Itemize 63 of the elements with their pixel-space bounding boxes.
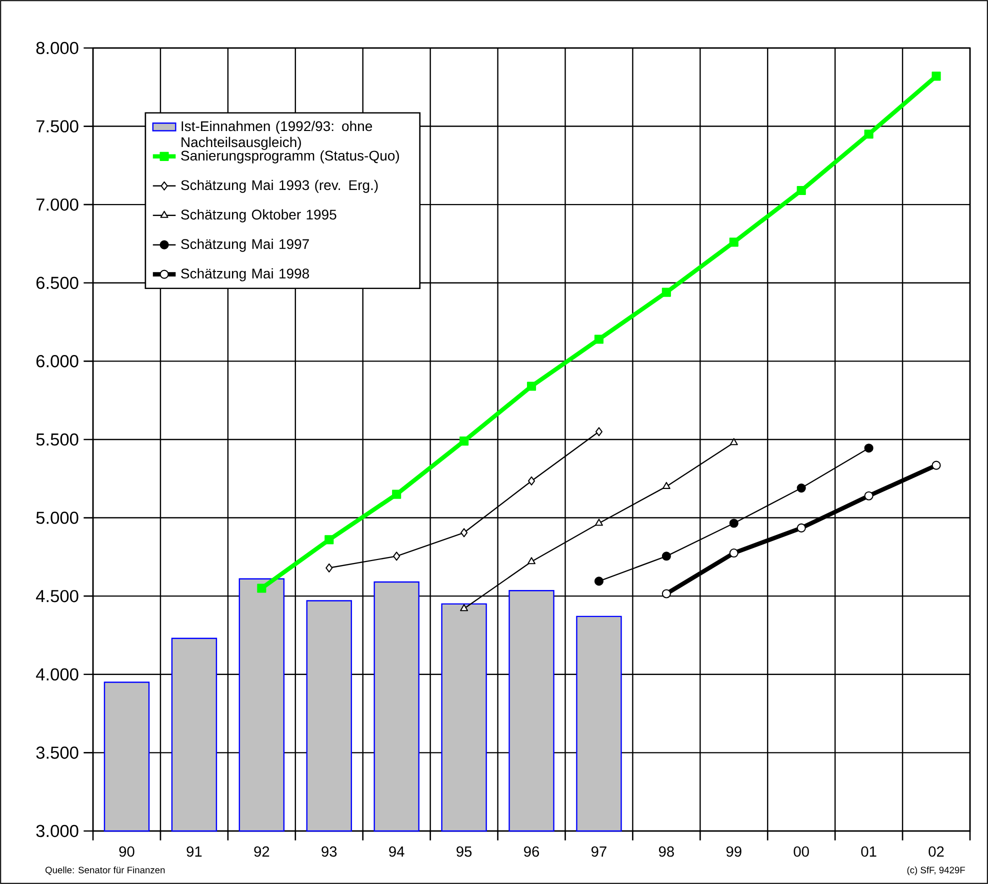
x-tick-label: 93 bbox=[322, 846, 337, 857]
x-tick-label: 91 bbox=[186, 846, 202, 857]
x-tick-label: 92 bbox=[254, 846, 270, 857]
x-tick-label: 02 bbox=[928, 846, 944, 857]
x-tick-label: 98 bbox=[658, 846, 674, 857]
x-tick-label: 99 bbox=[726, 846, 742, 857]
point bbox=[594, 576, 604, 586]
point bbox=[393, 552, 400, 561]
x-tick-label: 96 bbox=[524, 846, 540, 857]
point bbox=[662, 288, 671, 297]
point bbox=[392, 490, 402, 499]
source-note: Quelle: Senator für Finanzen bbox=[45, 866, 165, 876]
point bbox=[796, 523, 806, 532]
x-tick-label: 00 bbox=[794, 846, 809, 857]
x-tick-label: 97 bbox=[592, 846, 606, 857]
legend-label: Schätzung Oktober 1995 bbox=[181, 209, 336, 222]
x-tick-label: 95 bbox=[456, 846, 472, 857]
point bbox=[864, 491, 874, 500]
x-tick-label: 90 bbox=[119, 846, 134, 857]
point bbox=[796, 483, 806, 493]
point bbox=[326, 563, 333, 572]
y-tick-label: 4.000 bbox=[36, 668, 78, 681]
point bbox=[662, 482, 670, 489]
y-tick-label: 8.000 bbox=[36, 42, 78, 54]
point bbox=[460, 604, 468, 612]
point bbox=[730, 438, 738, 446]
y-tick-label: 7.500 bbox=[36, 120, 78, 132]
y-tick-label: 5.500 bbox=[36, 433, 78, 446]
y-tick-label: 3.500 bbox=[36, 746, 78, 759]
point bbox=[932, 72, 941, 81]
point bbox=[932, 460, 941, 470]
x-tick-label: 01 bbox=[861, 846, 876, 857]
point bbox=[526, 382, 536, 391]
point bbox=[662, 552, 671, 561]
legend-label: Ist-Einnahmen (1992/93: ohne Nachteilsausgleich) bbox=[182, 120, 372, 150]
point bbox=[595, 427, 602, 436]
y-tick-label: 4.500 bbox=[36, 590, 78, 602]
point bbox=[594, 334, 604, 344]
x-tick-label: 94 bbox=[389, 846, 404, 857]
point bbox=[864, 130, 874, 139]
legend-label: Schätzung Mai 1997 bbox=[181, 238, 309, 252]
point bbox=[594, 518, 603, 526]
point bbox=[460, 436, 469, 446]
point bbox=[662, 589, 671, 598]
point bbox=[528, 557, 536, 564]
y-tick-label: 7.000 bbox=[36, 198, 78, 211]
y-tick-label: 6.500 bbox=[36, 276, 78, 290]
y-tick-label: 3.000 bbox=[36, 824, 78, 838]
point bbox=[864, 444, 874, 453]
point bbox=[460, 528, 468, 538]
legend-label: Sanierungsprogramm (Status-Quo) bbox=[181, 150, 399, 164]
text: (c) SfF, 9429F bbox=[907, 866, 965, 876]
point bbox=[257, 584, 266, 593]
point bbox=[729, 518, 738, 528]
point bbox=[729, 548, 738, 558]
point bbox=[796, 186, 806, 196]
point bbox=[729, 238, 738, 247]
point bbox=[324, 535, 334, 544]
legend-label: Schätzung Mai 1993 (rev. Erg.) bbox=[181, 180, 378, 193]
y-tick-label: 6.000 bbox=[36, 355, 78, 368]
legend-label: Schätzung Mai 1998 bbox=[181, 268, 310, 282]
point bbox=[528, 476, 536, 486]
y-tick-label: 5.000 bbox=[36, 512, 78, 524]
